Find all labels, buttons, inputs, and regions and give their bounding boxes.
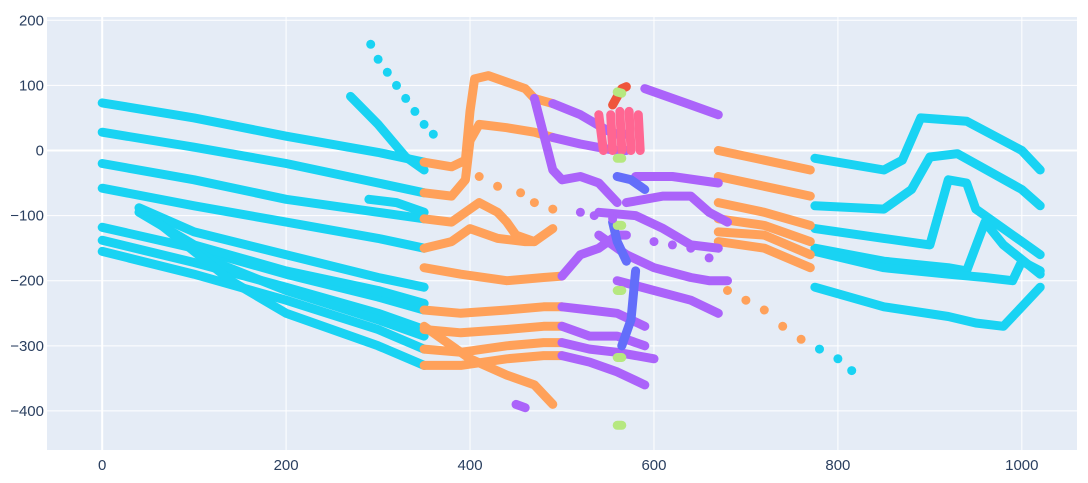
data-point-orange	[493, 181, 503, 191]
series-line-orange	[713, 237, 815, 273]
series-line-orange	[419, 321, 558, 409]
series-line-cyan	[346, 91, 429, 175]
data-point-purple	[667, 240, 677, 250]
series-line-orange	[713, 198, 815, 230]
data-point-purple	[649, 237, 659, 247]
data-point-orange	[548, 204, 558, 214]
x-tick-label: 800	[825, 457, 850, 474]
series-line-orange	[419, 338, 567, 357]
series-line-cyan	[810, 113, 1045, 175]
data-point-orange	[529, 198, 539, 208]
y-tick-label: 0	[36, 142, 44, 159]
data-point-orange	[741, 295, 751, 305]
data-point-orange	[474, 172, 484, 181]
data-point-orange	[759, 305, 769, 315]
series-line-purple	[557, 351, 650, 390]
data-point-cyan	[410, 106, 420, 116]
y-tick-label: −200	[10, 273, 44, 290]
series-line-orange	[419, 351, 567, 370]
series-line-orange	[419, 224, 539, 253]
data-point-orange	[778, 321, 788, 331]
series-line-pink	[624, 106, 636, 155]
data-point-cyan	[815, 344, 824, 354]
data-point-cyan	[847, 366, 857, 376]
series-line-cyan	[134, 203, 429, 292]
y-tick-label: −300	[10, 338, 44, 355]
series-line-cyan	[810, 246, 1045, 286]
series-line-orange	[419, 119, 558, 201]
data-point-orange	[516, 188, 526, 198]
series-line-cyan	[97, 127, 429, 198]
x-tick-label: 1000	[1005, 457, 1038, 474]
series-line-cyan	[152, 217, 429, 370]
series-line-orange	[419, 302, 567, 318]
x-tick-label: 600	[641, 457, 666, 474]
series-line-cyan	[810, 175, 1045, 260]
series-line-pink	[633, 110, 645, 155]
series-line-orange	[419, 263, 567, 286]
series-line-purple	[594, 207, 723, 253]
series-line-purple	[557, 338, 659, 364]
series-line-orange	[713, 214, 815, 247]
data-series	[97, 71, 1045, 430]
data-point-cyan	[392, 80, 401, 90]
series-line-orange	[419, 71, 558, 172]
x-axis-ticks: 0 200 400 600 800 1000	[98, 457, 1039, 474]
data-point-cyan	[382, 67, 392, 77]
x-tick-label: 200	[274, 457, 299, 474]
series-line-purple	[557, 321, 650, 351]
data-point-cyan	[419, 119, 429, 129]
y-axis-ticks: 200 100 0 −100 −200 −300 −400	[10, 12, 44, 420]
data-point-cyan	[833, 354, 843, 364]
data-point-cyan	[428, 129, 438, 139]
y-tick-label: 100	[19, 77, 44, 94]
series-line-blue	[612, 172, 650, 194]
data-point-orange	[723, 286, 732, 295]
y-tick-label: −400	[10, 403, 44, 420]
series-line-cyan	[97, 98, 429, 167]
series-line-orange	[419, 321, 567, 338]
data-point-purple	[704, 253, 714, 263]
data-point-cyan	[366, 39, 376, 49]
data-point-orange	[796, 334, 806, 344]
data-point-purple	[608, 214, 618, 224]
series-line-pink	[615, 106, 627, 155]
series-line-purple	[631, 172, 723, 188]
series-line-purple	[529, 93, 622, 208]
data-point-orange	[460, 159, 470, 168]
y-tick-label: −100	[10, 208, 44, 225]
series-line-cyan	[97, 159, 429, 224]
data-point-cyan	[401, 93, 411, 103]
series-line-purple	[511, 399, 530, 413]
y-tick-label: 200	[19, 12, 44, 29]
data-point-purple	[575, 207, 585, 217]
series-line-cyan	[364, 194, 429, 217]
series-line-pink	[594, 110, 608, 155]
series-line-purple	[640, 84, 723, 120]
x-tick-label: 0	[98, 457, 106, 474]
series-line-cyan	[810, 149, 1045, 214]
series-line-cyan	[97, 183, 429, 253]
data-point-cyan	[373, 54, 383, 64]
series-line-purple	[621, 191, 732, 227]
data-points	[366, 39, 857, 376]
series-line-green	[612, 87, 627, 98]
series-line-orange	[713, 172, 815, 201]
series-line-pink	[606, 110, 618, 155]
series-line-cyan	[97, 246, 429, 354]
x-tick-label: 400	[458, 457, 483, 474]
data-point-purple	[589, 211, 599, 221]
data-point-purple	[686, 243, 696, 253]
series-line-cyan	[810, 217, 1045, 279]
series-line-blue	[617, 266, 641, 351]
series-line-orange	[713, 227, 815, 260]
series-line-cyan	[810, 282, 1045, 331]
series-line-orange	[713, 146, 815, 175]
